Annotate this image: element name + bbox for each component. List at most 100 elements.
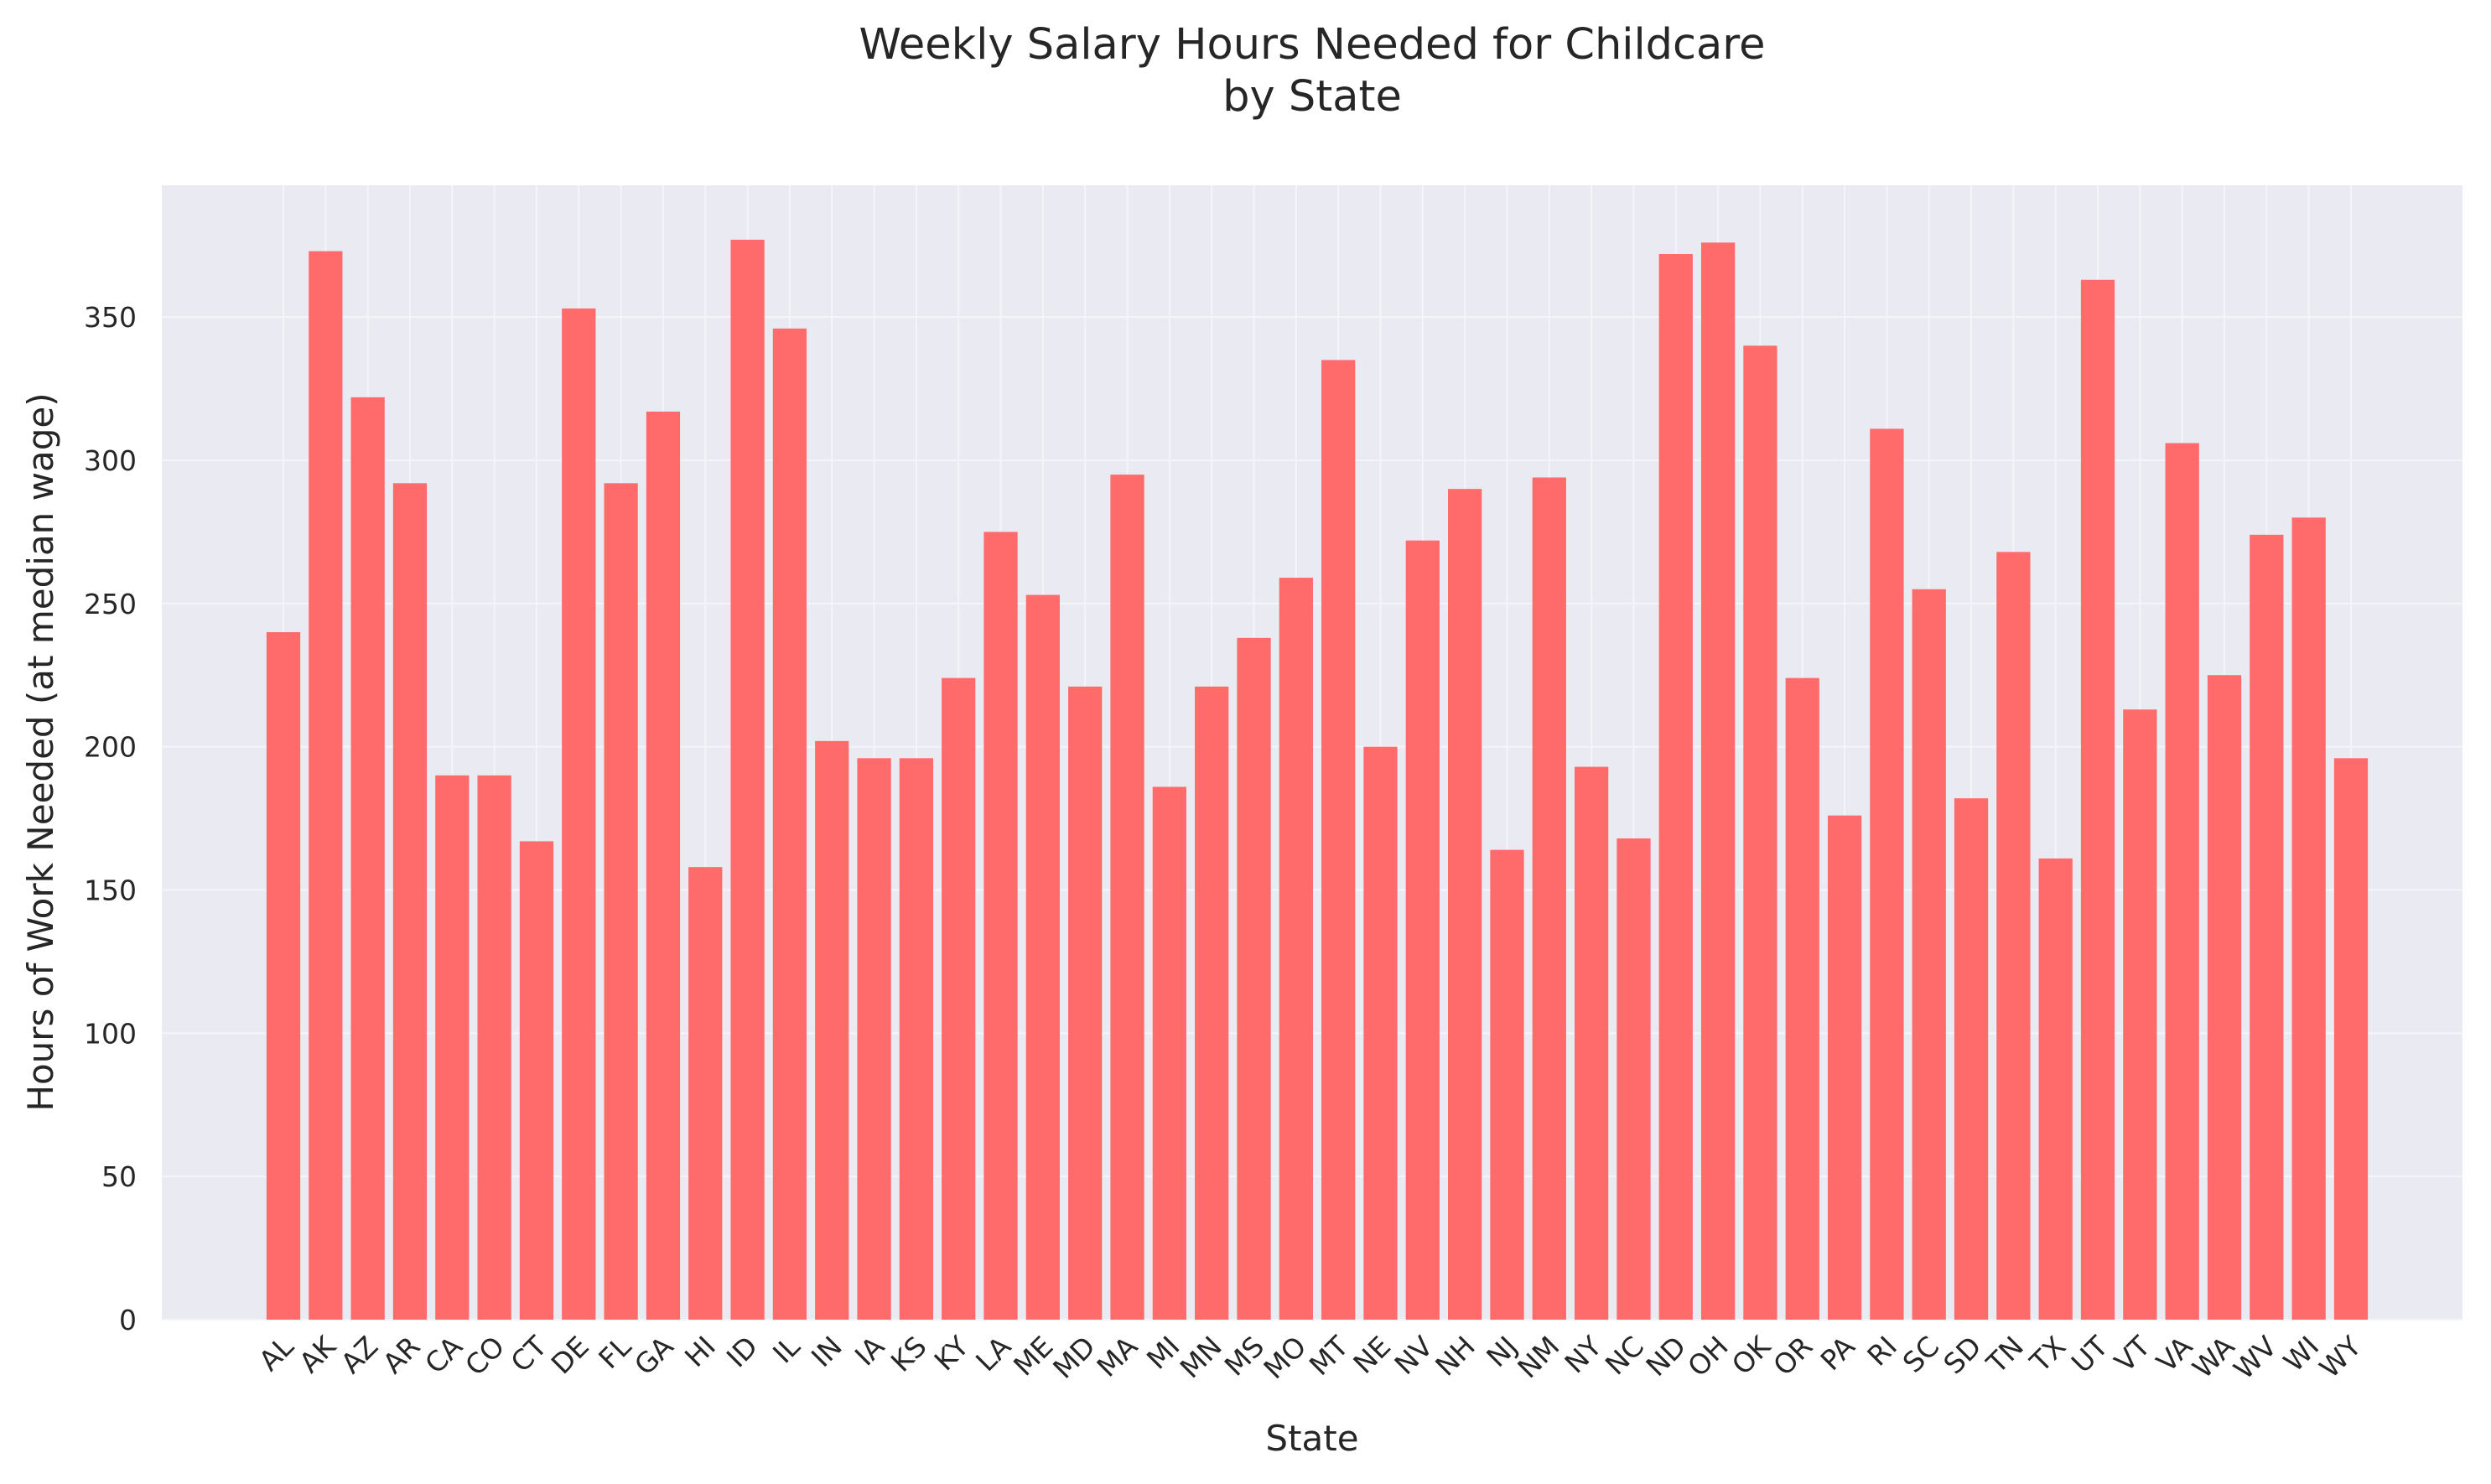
- bar-az: [350, 397, 385, 1321]
- bar-tn: [1996, 552, 2031, 1320]
- x-tick-label-wy: WY: [2313, 1329, 2368, 1383]
- y-tick-label: 250: [84, 588, 137, 620]
- x-tick-label-ri: RI: [1860, 1330, 1903, 1372]
- x-tick-label-hi: HI: [678, 1330, 722, 1373]
- bar-oh: [1700, 242, 1736, 1321]
- bar-sc: [1912, 589, 1946, 1320]
- bar-wi: [2291, 517, 2326, 1320]
- bar-wv: [2250, 534, 2284, 1320]
- bar-ri: [1870, 428, 1904, 1320]
- x-tick-label-al: AL: [252, 1330, 300, 1378]
- chart-subtitle: by State: [1222, 72, 1402, 122]
- x-tick-label-co: CO: [459, 1330, 511, 1382]
- bar-wy: [2333, 758, 2369, 1320]
- x-tick-label-sd: SD: [1937, 1330, 1987, 1380]
- bar-nj: [1490, 849, 1524, 1320]
- bar-al: [266, 632, 301, 1320]
- y-tick-labels: 0 50 100 150 200 250 300 350: [84, 301, 137, 1336]
- x-tick-label-wv: WV: [2227, 1330, 2283, 1386]
- x-tick-label-ct: CT: [504, 1329, 553, 1378]
- bar-md: [1068, 686, 1103, 1320]
- x-tick-label-de: DE: [545, 1330, 595, 1380]
- bar-or: [1785, 677, 1819, 1320]
- y-tick-label: 300: [84, 444, 137, 477]
- y-tick-label: 50: [101, 1160, 137, 1193]
- x-tick-label-ia: IA: [848, 1330, 891, 1372]
- x-tick-label-ar: AR: [376, 1330, 427, 1380]
- x-tick-label-ga: GA: [628, 1330, 680, 1382]
- x-tick-label-ne: NE: [1347, 1330, 1397, 1380]
- bar-ca: [435, 775, 470, 1320]
- x-axis-label: State: [1265, 1418, 1358, 1459]
- bar-ct: [519, 841, 554, 1320]
- bar-nh: [1448, 489, 1482, 1320]
- x-tick-label-mi: MI: [1140, 1330, 1186, 1376]
- bar-sd: [1954, 798, 1989, 1320]
- x-tick-label-fl: FL: [592, 1330, 637, 1375]
- y-tick-label: 0: [119, 1304, 137, 1336]
- bar-ky: [942, 677, 976, 1320]
- bar-de: [562, 308, 596, 1320]
- x-tick-label-ut: UT: [2065, 1329, 2115, 1379]
- bar-nd: [1658, 254, 1693, 1320]
- x-tick-label-or: OR: [1767, 1330, 1819, 1382]
- bar-nc: [1617, 838, 1651, 1320]
- y-tick-label: 350: [84, 301, 137, 334]
- bar-me: [1025, 594, 1061, 1320]
- x-tick-label-az: AZ: [335, 1330, 385, 1380]
- bar-in: [815, 740, 849, 1320]
- y-tick-label: 150: [84, 874, 137, 907]
- x-tick-label-vt: VT: [2108, 1329, 2156, 1378]
- x-tick-label-wi: WI: [2277, 1330, 2326, 1378]
- y-axis-label: Hours of Work Needed (at median wage): [20, 392, 61, 1111]
- x-tick-label-nm: NM: [1511, 1330, 1565, 1384]
- bar-ok: [1743, 345, 1777, 1321]
- bars: [266, 239, 2369, 1321]
- bar-mt: [1321, 360, 1356, 1320]
- bar-fl: [604, 483, 638, 1320]
- x-tick-label-tx: TX: [2023, 1330, 2073, 1379]
- bar-nv: [1405, 540, 1440, 1320]
- x-tick-label-ca: CA: [418, 1330, 469, 1380]
- x-tick-label-ny: NY: [1558, 1329, 1608, 1379]
- bar-ma: [1110, 475, 1144, 1320]
- bar-hi: [688, 867, 723, 1320]
- bar-ak: [309, 251, 343, 1321]
- x-tick-label-pa: PA: [1814, 1330, 1861, 1377]
- bar-mn: [1195, 686, 1229, 1320]
- bar-ms: [1237, 637, 1271, 1320]
- bar-ga: [646, 411, 681, 1320]
- bar-la: [983, 532, 1018, 1320]
- x-tick-label-id: ID: [720, 1330, 764, 1373]
- bar-vt: [2123, 709, 2157, 1320]
- bar-wa: [2207, 675, 2242, 1320]
- bar-mo: [1279, 578, 1313, 1320]
- y-tick-label: 100: [84, 1017, 137, 1050]
- x-tick-label-tn: TN: [1980, 1330, 2030, 1380]
- bar-ar: [392, 483, 428, 1320]
- bar-nm: [1532, 477, 1566, 1320]
- x-tick-label-in: IN: [805, 1330, 848, 1373]
- x-tick-label-ks: KS: [885, 1330, 933, 1378]
- bar-va: [2165, 443, 2199, 1320]
- x-tick-label-ky: KY: [928, 1329, 976, 1377]
- bar-ks: [899, 758, 934, 1320]
- x-tick-label-nh: NH: [1429, 1330, 1482, 1383]
- x-tick-label-la: LA: [969, 1330, 1017, 1378]
- x-tick-label-ma: MA: [1091, 1330, 1144, 1383]
- bar-ia: [857, 758, 891, 1320]
- bar-ne: [1363, 746, 1398, 1320]
- bar-mi: [1152, 786, 1186, 1320]
- bar-il: [772, 328, 807, 1321]
- x-tick-label-il: IL: [766, 1330, 807, 1370]
- chart-title: Weekly Salary Hours Needed for Childcare: [859, 20, 1765, 70]
- x-tick-label-va: VA: [2150, 1330, 2198, 1378]
- bar-tx: [2038, 858, 2073, 1320]
- bar-pa: [1827, 815, 1862, 1320]
- bar-co: [477, 775, 511, 1320]
- y-tick-label: 200: [84, 731, 137, 764]
- bar-ut: [2080, 279, 2115, 1320]
- bar-ny: [1574, 766, 1609, 1320]
